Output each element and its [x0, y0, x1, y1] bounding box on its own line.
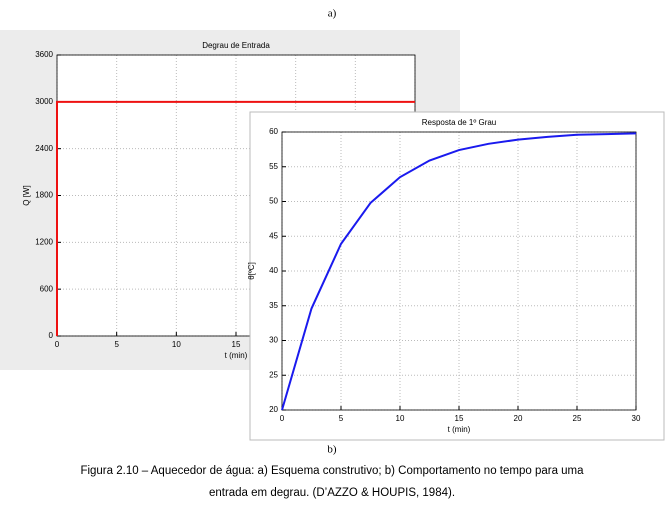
y-tick-label: 0 — [49, 331, 54, 340]
x-tick-label: 0 — [55, 340, 60, 349]
y-tick-label: 45 — [269, 231, 278, 240]
y-tick-label: 3000 — [35, 97, 53, 106]
x-tick-label: 15 — [232, 340, 241, 349]
y-tick-label: 25 — [269, 370, 278, 379]
x-tick-label: 10 — [396, 414, 405, 423]
y-tick-label: 35 — [269, 301, 278, 310]
caption: entrada em degrau. (D’AZZO & HOUPIS, 198… — [209, 487, 455, 499]
y-tick-label: 2400 — [35, 144, 53, 153]
y-axis-label: θ[ºC] — [247, 262, 256, 280]
caption: Figura 2.10 – Aquecedor de água: a) Esqu… — [80, 465, 584, 477]
y-tick-label: 55 — [269, 162, 278, 171]
x-axis-label: t (min) — [225, 351, 248, 360]
data-line — [281, 132, 637, 411]
panel-label: b) — [327, 444, 337, 456]
y-tick-label: 1800 — [35, 191, 53, 200]
y-tick-label: 3600 — [35, 50, 53, 59]
y-tick-label: 30 — [269, 336, 278, 345]
chart-b: 20 25 30 35 40 45 50 55 60 0 5 10 15 20 25 30 Resposta d… — [247, 118, 641, 434]
x-tick-label: 5 — [339, 414, 344, 423]
x-tick-label: 20 — [514, 414, 523, 423]
data-line — [56, 100, 415, 336]
x-tick-label: 10 — [172, 340, 181, 349]
x-axis-label: t (min) — [448, 425, 471, 434]
y-tick-label: 1200 — [35, 237, 53, 246]
chart-title: Resposta de 1º Grau — [422, 118, 497, 127]
y-tick-label: 60 — [269, 127, 278, 136]
plot-frame — [281, 131, 637, 411]
x-tick-label: 30 — [632, 414, 641, 423]
y-tick-label: 600 — [40, 284, 54, 293]
panel-label: a) — [328, 8, 337, 20]
chart-title: Degrau de Entrada — [202, 41, 270, 50]
x-tick-label: 5 — [114, 340, 119, 349]
y-axis-label: Q [W] — [22, 185, 31, 205]
y-tick-label: 20 — [269, 405, 278, 414]
y-tick-label: 40 — [269, 266, 278, 275]
x-tick-label: 0 — [280, 414, 285, 423]
x-tick-label: 15 — [455, 414, 464, 423]
y-tick-label: 50 — [269, 197, 278, 206]
x-tick-label: 25 — [573, 414, 582, 423]
